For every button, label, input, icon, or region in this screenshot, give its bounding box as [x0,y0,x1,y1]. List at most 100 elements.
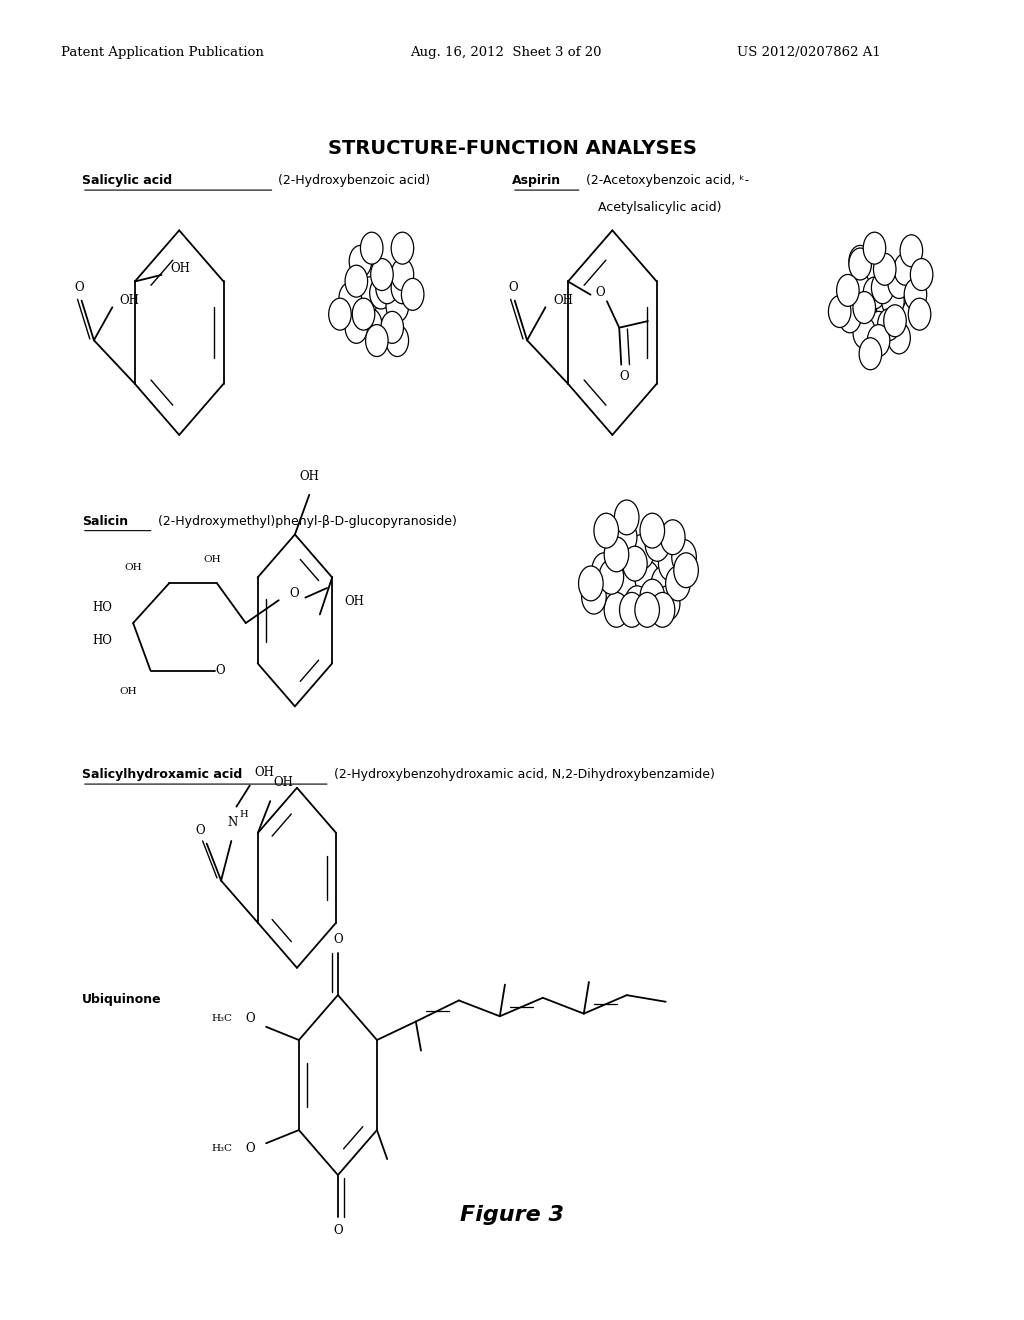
Ellipse shape [674,553,698,587]
Text: Salicylic acid: Salicylic acid [82,174,172,187]
Ellipse shape [599,560,624,594]
Ellipse shape [349,246,372,277]
Ellipse shape [900,235,923,267]
Ellipse shape [401,279,424,310]
Text: O: O [215,664,225,677]
Ellipse shape [635,593,659,627]
Ellipse shape [371,259,393,290]
Ellipse shape [849,246,871,277]
Text: O: O [75,281,84,294]
Text: OH: OH [299,470,319,483]
Ellipse shape [645,527,670,561]
Text: OH: OH [345,595,365,607]
Ellipse shape [853,292,876,323]
Ellipse shape [594,513,618,548]
Ellipse shape [612,520,637,554]
Text: (2-Hydroxymethyl)phenyl-β-D-glucopyranoside): (2-Hydroxymethyl)phenyl-β-D-glucopyranos… [154,515,457,528]
Text: OH: OH [119,688,137,696]
Text: HO: HO [92,634,113,647]
Text: STRUCTURE-FUNCTION ANALYSES: STRUCTURE-FUNCTION ANALYSES [328,139,696,157]
Ellipse shape [630,535,654,569]
Ellipse shape [376,272,398,304]
Ellipse shape [329,298,351,330]
Text: H₃C: H₃C [212,1014,232,1023]
Text: Salicylhydroxamic acid: Salicylhydroxamic acid [82,768,242,781]
Ellipse shape [620,593,644,627]
Ellipse shape [863,232,886,264]
Ellipse shape [828,296,851,327]
Ellipse shape [658,546,683,581]
Ellipse shape [837,275,859,306]
Text: O: O [196,824,206,837]
Ellipse shape [381,312,403,343]
Ellipse shape [339,282,361,314]
Text: Ubiquinone: Ubiquinone [82,993,162,1006]
Ellipse shape [625,586,649,620]
Text: OH: OH [254,766,274,779]
Ellipse shape [882,285,904,317]
Ellipse shape [579,566,603,601]
Ellipse shape [612,573,637,607]
Ellipse shape [640,513,665,548]
Ellipse shape [908,298,931,330]
Ellipse shape [345,265,368,297]
Text: O: O [595,285,604,298]
Text: Aug. 16, 2012  Sheet 3 of 20: Aug. 16, 2012 Sheet 3 of 20 [410,46,601,59]
Ellipse shape [582,579,606,614]
Text: US 2012/0207862 A1: US 2012/0207862 A1 [737,46,881,59]
Ellipse shape [635,561,659,595]
Ellipse shape [859,338,882,370]
Ellipse shape [655,586,680,620]
Text: H₃C: H₃C [212,1144,232,1154]
Ellipse shape [871,272,894,304]
Text: Acetylsalicylic acid): Acetylsalicylic acid) [582,201,721,214]
Ellipse shape [370,277,392,309]
Text: O: O [508,281,517,294]
Ellipse shape [839,301,861,333]
Text: O: O [620,370,629,383]
Ellipse shape [391,259,414,290]
Text: OH: OH [553,294,572,308]
Ellipse shape [863,277,886,309]
Ellipse shape [878,309,900,341]
Ellipse shape [888,322,910,354]
Ellipse shape [614,500,639,535]
Text: OH: OH [273,776,294,789]
Text: O: O [245,1012,255,1026]
Ellipse shape [640,579,665,614]
Ellipse shape [345,312,368,343]
Text: O: O [245,1142,255,1155]
Ellipse shape [650,593,675,627]
Text: H: H [240,810,248,820]
Ellipse shape [651,566,676,601]
Ellipse shape [867,325,890,356]
Text: Patent Application Publication: Patent Application Publication [61,46,264,59]
Ellipse shape [894,253,916,285]
Text: N: N [227,816,238,829]
Ellipse shape [359,309,382,341]
Text: (2-Acetoxybenzoic acid, ᵏ-: (2-Acetoxybenzoic acid, ᵏ- [582,174,749,187]
Ellipse shape [352,298,375,330]
Ellipse shape [386,290,409,322]
Ellipse shape [873,253,896,285]
Ellipse shape [592,553,616,587]
Ellipse shape [867,312,890,343]
Text: Aspirin: Aspirin [512,174,561,187]
Ellipse shape [888,267,910,298]
Ellipse shape [604,537,629,572]
Ellipse shape [360,232,383,264]
Text: HO: HO [92,601,113,614]
Ellipse shape [853,317,876,348]
Ellipse shape [666,566,690,601]
Ellipse shape [672,540,696,574]
Ellipse shape [660,520,685,554]
Text: Salicin: Salicin [82,515,128,528]
Text: O: O [333,1224,343,1237]
Text: O: O [289,587,299,601]
Text: OH: OH [124,564,142,572]
Text: Figure 3: Figure 3 [460,1205,564,1225]
Ellipse shape [884,305,906,337]
Ellipse shape [366,325,388,356]
Ellipse shape [904,279,927,310]
Ellipse shape [391,272,414,304]
